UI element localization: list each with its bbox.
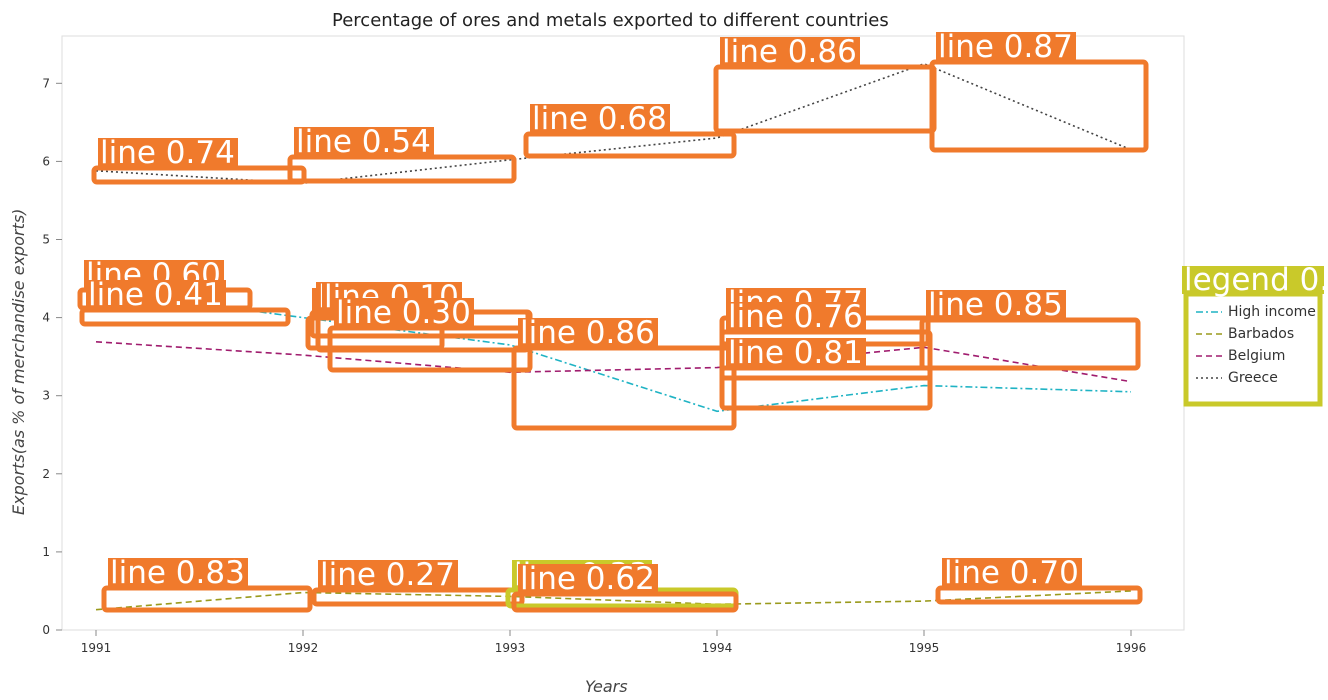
annotation-box: [311, 587, 525, 607]
annotation-label: line 0.86: [520, 315, 655, 351]
annotation-tab: [726, 302, 866, 330]
annotation-tab: [530, 104, 670, 132]
annotation-tab: [926, 290, 1066, 318]
y-tick-label: 0: [42, 623, 50, 637]
annotation-label: line 0.81: [728, 335, 863, 371]
annotation-tab: [108, 558, 248, 586]
series-line-high-income: [95, 289, 1132, 413]
annotation-label: line 0.41: [88, 277, 223, 313]
annotation-box: [935, 585, 1143, 605]
y-tick-label: 4: [42, 311, 50, 325]
annotation-box: [523, 131, 737, 159]
annotation-box: [713, 64, 937, 134]
annotation-tab: [518, 564, 658, 592]
annotation-label: line 0.68: [532, 101, 667, 137]
y-tick-label: 5: [42, 233, 50, 247]
legend-entry: Barbados: [1228, 326, 1294, 342]
y-tick-label: 3: [42, 389, 50, 403]
annotation-label: line 0.76: [728, 299, 863, 335]
x-tick-label: 1996: [1116, 641, 1147, 655]
annotation-tab: [98, 138, 238, 166]
annotation-box: [91, 165, 307, 185]
chart-title: Percentage of ores and metals exported t…: [332, 10, 889, 31]
annotation-box: [511, 591, 739, 613]
y-axis-label: Exports(as % of merchandise exports): [9, 209, 28, 515]
x-tick-label: 1991: [81, 641, 112, 655]
annotation-box: [719, 329, 933, 381]
series-line-barbados: [95, 590, 1132, 611]
annotation-label: line 0.70: [944, 555, 1079, 591]
annotation-box: [511, 345, 737, 431]
annotation-label: line 0.62: [520, 561, 655, 597]
series-line-greece: [95, 62, 1132, 185]
legend-entry: Greece: [1228, 370, 1278, 386]
y-tick-label: 2: [42, 467, 50, 481]
annotation-label: line 0.27: [320, 557, 455, 593]
annotation-label: line 0.54: [296, 124, 431, 160]
annotation-label: line 0.83: [110, 555, 245, 591]
annotation-box: [287, 154, 517, 184]
x-tick-label: 1992: [288, 641, 319, 655]
annotation-label: line 0.74: [100, 135, 235, 171]
annotation-tab: [726, 338, 866, 366]
y-tick-label: 1: [42, 545, 50, 559]
legend-entry: High income: [1228, 304, 1316, 320]
annotation-tab: [318, 560, 458, 588]
y-tick-label: 6: [42, 154, 50, 168]
legend-annotation-label: legend 0.: [1184, 262, 1328, 298]
series-line-belgium: [95, 341, 1132, 383]
annotation-box: [929, 59, 1149, 153]
annotation-box: [79, 307, 291, 327]
annotation-label: line 0.30: [336, 295, 471, 331]
x-tick-label: 1994: [702, 641, 733, 655]
annotation-box: [919, 317, 1141, 371]
annotation-tab: [518, 318, 658, 346]
x-tick-label: 1995: [909, 641, 940, 655]
y-tick-label: 7: [42, 76, 50, 90]
annotation-tab: [720, 37, 860, 65]
annotation-box: [101, 585, 313, 613]
annotation-tab: [86, 280, 226, 308]
annotation-tab: [942, 558, 1082, 586]
annotation-tab: [294, 127, 434, 155]
legend-tab: [1182, 266, 1324, 294]
annotation-tab: [936, 32, 1076, 60]
annotation-tab: [334, 298, 474, 326]
legend-entry: Belgium: [1228, 348, 1285, 364]
x-axis-label: Years: [585, 677, 628, 696]
annotation-label: line 0.87: [938, 29, 1073, 65]
x-tick-label: 1993: [495, 641, 526, 655]
annotation-label: line 0.85: [928, 287, 1063, 323]
annotation-box: [719, 365, 933, 411]
annotation-label: line 0.86: [722, 34, 857, 70]
